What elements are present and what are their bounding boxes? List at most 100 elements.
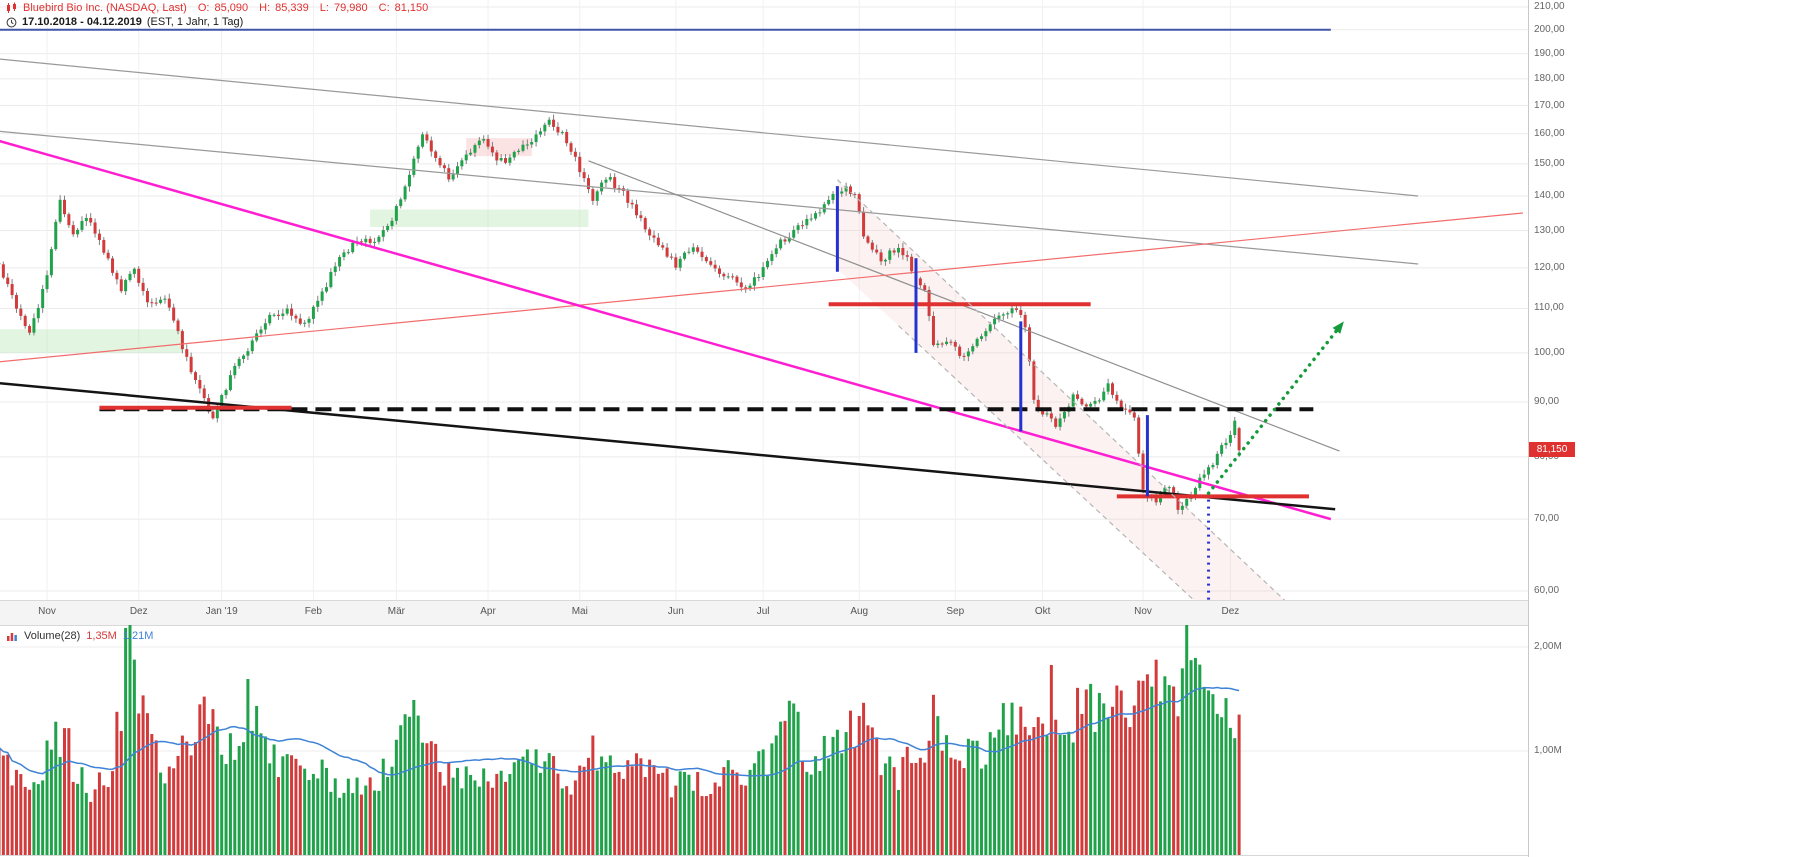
price-axis-panel[interactable] (1528, 0, 1795, 857)
date-range-legend[interactable]: 17.10.2018 - 04.12.2019 (EST, 1 Jahr, 1 … (6, 16, 243, 28)
volume-bar (128, 625, 132, 855)
volume-bar (32, 782, 36, 855)
candle-body (626, 190, 630, 203)
volume-bar (578, 765, 582, 855)
volume-bar (359, 794, 363, 855)
candle-body (185, 349, 189, 357)
candle-body (1032, 361, 1036, 400)
volume-bar (722, 767, 726, 855)
candle-body (1, 264, 5, 278)
gray-trendline-mid[interactable] (0, 130, 1419, 265)
volume-bar (796, 711, 800, 855)
chart-canvas[interactable] (0, 0, 1528, 857)
candle-body (311, 306, 315, 319)
time-axis-strip[interactable] (0, 600, 1528, 626)
candle-body (814, 213, 818, 219)
price-axis-label: 190,00 (1534, 47, 1565, 59)
volume-bar (621, 778, 625, 855)
candle-body (150, 302, 154, 304)
volume-bar (1159, 701, 1163, 855)
volume-bar (1176, 716, 1180, 855)
volume-bar (731, 769, 735, 855)
candle-body (600, 182, 604, 192)
volume-bar (342, 792, 346, 855)
candle-body (407, 174, 411, 187)
volume-bar (281, 756, 285, 855)
candle-body (792, 229, 796, 238)
candle-body (1154, 496, 1158, 503)
volume-bar (613, 772, 617, 855)
candle-body (1132, 412, 1136, 418)
volume-bar (0, 747, 1, 855)
volume-bar (368, 777, 372, 855)
gray-trendline-upper[interactable] (0, 58, 1419, 197)
volume-bar (1180, 668, 1184, 855)
candle-body (704, 257, 708, 262)
candle-body (940, 343, 944, 345)
candle-body (1163, 487, 1167, 494)
candle-body (835, 193, 839, 195)
candle-body (1115, 394, 1119, 401)
volume-bar (1163, 676, 1167, 855)
candle-body (521, 144, 525, 151)
volume-bar (857, 715, 861, 855)
candle-body (62, 199, 66, 215)
volume-bar (438, 772, 442, 855)
candle-body (224, 390, 228, 396)
volume-bar (1036, 717, 1040, 855)
volume-bar (316, 778, 320, 855)
candle-body (573, 151, 577, 157)
gray-trendline-steep[interactable] (588, 160, 1340, 452)
volume-bar (89, 801, 93, 855)
candle-body (359, 241, 363, 243)
magenta-downtrend-line[interactable] (0, 139, 1332, 521)
green-projection-arrow[interactable] (1206, 319, 1346, 495)
candle-body (787, 237, 791, 242)
volume-bar (848, 710, 852, 855)
candle-body (831, 193, 835, 200)
volume-bar (547, 753, 551, 855)
candle-body (1128, 409, 1132, 413)
black-trendline[interactable] (0, 381, 1336, 511)
red-rising-trendline[interactable] (0, 212, 1524, 363)
price-plot[interactable] (0, 0, 1528, 695)
candle-body (1006, 313, 1010, 315)
candle-body (159, 299, 163, 303)
volume-bar (364, 785, 368, 855)
volume-bar (473, 780, 477, 855)
volume-bar (726, 760, 730, 855)
instrument-legend[interactable]: Bluebird Bio Inc. (NASDAQ, Last) O: 85,0… (6, 2, 428, 14)
candle-body (993, 318, 997, 325)
candle-body (827, 199, 831, 205)
candle-body (744, 287, 748, 290)
volume-bar (49, 749, 53, 855)
volume-bar (949, 757, 953, 855)
volume-bar (1080, 713, 1084, 855)
candle-body (1150, 496, 1154, 498)
channel-upper-dashed[interactable] (836, 179, 1295, 611)
candle-body (399, 199, 403, 207)
volume-bar (931, 694, 935, 855)
high-value: 85,339 (275, 2, 309, 14)
volume-plot[interactable] (0, 618, 1528, 855)
volume-bar (661, 772, 665, 855)
volume-bar (1110, 706, 1114, 855)
candle-body (927, 289, 931, 317)
volume-bar (71, 781, 75, 855)
candle-body (76, 229, 80, 235)
volume-bar (154, 740, 158, 855)
volume-bar (93, 789, 97, 855)
volume-indicator-legend[interactable]: Volume(28) 1,35M 1,21M (6, 630, 153, 642)
volume-bar (1097, 692, 1101, 855)
volume-bar (591, 735, 595, 855)
candle-body (333, 266, 337, 273)
volume-bar (835, 729, 839, 855)
volume-bar (800, 761, 804, 855)
channel-lower-dashed[interactable] (898, 325, 1296, 695)
volume-bar (630, 766, 634, 855)
volume-bar (897, 789, 901, 855)
candle-body (1080, 398, 1084, 405)
volume-bar (434, 743, 438, 855)
volume-bar (504, 781, 508, 855)
volume-bar (953, 759, 957, 855)
